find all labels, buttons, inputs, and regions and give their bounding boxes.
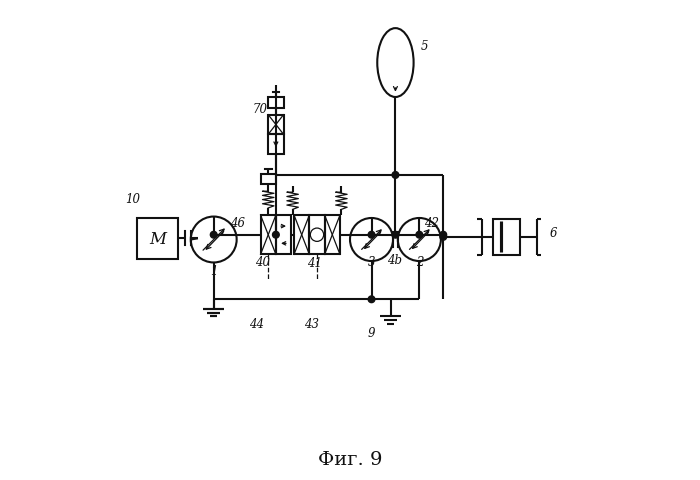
Circle shape	[368, 296, 375, 303]
Circle shape	[392, 172, 399, 179]
Text: 41: 41	[307, 256, 321, 269]
Bar	[309, 216, 325, 255]
Bar	[494, 219, 520, 255]
Text: Фиг. 9: Фиг. 9	[318, 451, 382, 468]
Bar	[276, 216, 291, 255]
Circle shape	[272, 232, 279, 239]
Text: 10: 10	[125, 193, 140, 206]
Text: 70: 70	[253, 103, 267, 116]
Text: 44: 44	[249, 317, 264, 330]
Text: 2: 2	[416, 255, 423, 268]
Circle shape	[416, 232, 423, 239]
Text: 43: 43	[304, 317, 319, 330]
Text: М: М	[149, 230, 166, 247]
Bar	[268, 116, 284, 135]
Text: 1: 1	[210, 264, 218, 277]
Bar	[260, 216, 276, 255]
Text: 3: 3	[368, 255, 375, 268]
Bar	[268, 98, 284, 108]
Circle shape	[392, 232, 399, 239]
Text: 4b: 4b	[388, 253, 402, 266]
Circle shape	[211, 232, 217, 239]
Circle shape	[440, 232, 447, 239]
Circle shape	[368, 232, 375, 239]
Text: 40: 40	[256, 255, 270, 268]
Bar	[268, 135, 284, 155]
Bar	[294, 216, 309, 255]
Bar	[325, 216, 340, 255]
Bar	[137, 218, 178, 259]
Bar	[260, 174, 276, 185]
Text: 9: 9	[368, 326, 375, 339]
Text: 46: 46	[230, 217, 245, 230]
Text: 5: 5	[421, 40, 428, 53]
Circle shape	[440, 234, 447, 240]
Text: 42: 42	[424, 217, 439, 230]
Text: 6: 6	[550, 227, 557, 240]
